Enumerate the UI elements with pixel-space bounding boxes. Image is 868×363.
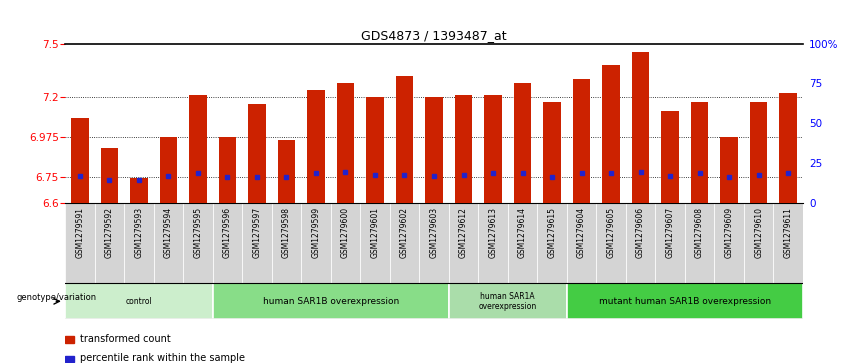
Bar xyxy=(248,104,266,203)
Bar xyxy=(65,203,95,283)
Bar xyxy=(655,203,685,283)
Text: GSM1279608: GSM1279608 xyxy=(695,207,704,258)
Bar xyxy=(272,203,301,283)
Text: GSM1279615: GSM1279615 xyxy=(548,207,556,258)
Bar xyxy=(331,203,360,283)
Text: control: control xyxy=(126,297,152,306)
Bar xyxy=(307,90,325,203)
Bar xyxy=(189,95,207,203)
Text: GSM1279600: GSM1279600 xyxy=(341,207,350,258)
Text: GSM1279595: GSM1279595 xyxy=(194,207,202,258)
Bar xyxy=(95,203,124,283)
Bar xyxy=(632,52,649,203)
Text: GSM1279597: GSM1279597 xyxy=(253,207,261,258)
Bar xyxy=(596,203,626,283)
Text: GSM1279593: GSM1279593 xyxy=(135,207,143,258)
Text: GSM1279609: GSM1279609 xyxy=(725,207,733,258)
Text: GSM1279611: GSM1279611 xyxy=(784,207,792,258)
Bar xyxy=(360,203,390,283)
Text: GSM1279606: GSM1279606 xyxy=(636,207,645,258)
Text: human SAR1A
overexpression: human SAR1A overexpression xyxy=(478,291,537,311)
Bar xyxy=(543,102,561,203)
Bar xyxy=(425,97,443,203)
Bar xyxy=(183,203,213,283)
Bar xyxy=(626,203,655,283)
Text: mutant human SAR1B overexpression: mutant human SAR1B overexpression xyxy=(599,297,771,306)
Bar xyxy=(65,356,74,362)
Text: GSM1279598: GSM1279598 xyxy=(282,207,291,258)
Text: GSM1279610: GSM1279610 xyxy=(754,207,763,258)
Bar xyxy=(337,83,354,203)
Bar xyxy=(390,203,419,283)
Bar xyxy=(278,140,295,203)
Text: GSM1279605: GSM1279605 xyxy=(607,207,615,258)
Bar xyxy=(714,203,744,283)
Bar xyxy=(124,203,154,283)
Bar xyxy=(366,97,384,203)
Title: GDS4873 / 1393487_at: GDS4873 / 1393487_at xyxy=(361,29,507,42)
Text: GSM1279599: GSM1279599 xyxy=(312,207,320,258)
Bar xyxy=(661,111,679,203)
Bar xyxy=(478,203,508,283)
Text: GSM1279604: GSM1279604 xyxy=(577,207,586,258)
Bar xyxy=(537,203,567,283)
Text: GSM1279612: GSM1279612 xyxy=(459,207,468,258)
Bar xyxy=(567,203,596,283)
Text: GSM1279613: GSM1279613 xyxy=(489,207,497,258)
Text: percentile rank within the sample: percentile rank within the sample xyxy=(80,353,246,363)
Text: GSM1279592: GSM1279592 xyxy=(105,207,114,258)
Bar xyxy=(484,95,502,203)
Text: GSM1279607: GSM1279607 xyxy=(666,207,674,258)
Bar xyxy=(301,203,331,283)
Bar xyxy=(744,203,773,283)
Bar xyxy=(691,102,708,203)
Bar xyxy=(449,283,567,319)
Bar xyxy=(213,283,449,319)
Bar xyxy=(419,203,449,283)
Bar xyxy=(514,83,531,203)
Text: genotype/variation: genotype/variation xyxy=(16,293,96,302)
Bar xyxy=(130,179,148,203)
Bar xyxy=(573,79,590,203)
Bar xyxy=(65,283,213,319)
Text: GSM1279614: GSM1279614 xyxy=(518,207,527,258)
Bar xyxy=(685,203,714,283)
Text: GSM1279602: GSM1279602 xyxy=(400,207,409,258)
Bar xyxy=(160,137,177,203)
Text: GSM1279596: GSM1279596 xyxy=(223,207,232,258)
Bar xyxy=(773,203,803,283)
Text: GSM1279591: GSM1279591 xyxy=(76,207,84,258)
Bar xyxy=(720,137,738,203)
Bar xyxy=(213,203,242,283)
Bar xyxy=(219,137,236,203)
Text: GSM1279594: GSM1279594 xyxy=(164,207,173,258)
Bar xyxy=(779,93,797,203)
Text: GSM1279603: GSM1279603 xyxy=(430,207,438,258)
Bar xyxy=(101,148,118,203)
Bar xyxy=(449,203,478,283)
Bar xyxy=(154,203,183,283)
Text: GSM1279601: GSM1279601 xyxy=(371,207,379,258)
Bar xyxy=(750,102,767,203)
Text: human SAR1B overexpression: human SAR1B overexpression xyxy=(263,297,398,306)
Bar xyxy=(508,203,537,283)
Bar xyxy=(455,95,472,203)
Bar xyxy=(602,65,620,203)
Bar xyxy=(242,203,272,283)
Bar xyxy=(396,76,413,203)
Bar xyxy=(567,283,803,319)
Text: transformed count: transformed count xyxy=(80,334,171,344)
Bar xyxy=(65,337,74,343)
Bar xyxy=(71,118,89,203)
